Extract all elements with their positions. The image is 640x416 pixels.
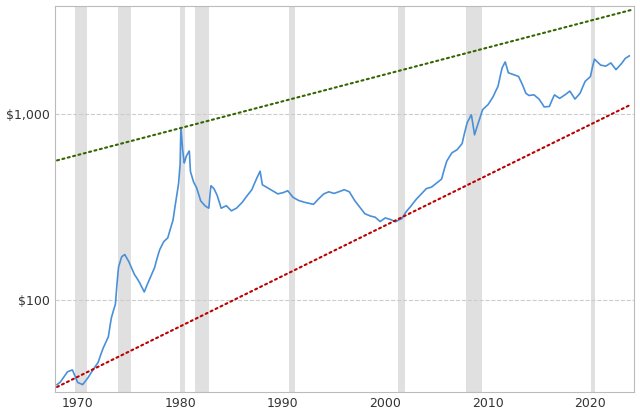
Bar bbox=[591, 5, 595, 392]
Bar bbox=[467, 5, 482, 392]
Bar bbox=[289, 5, 295, 392]
Bar bbox=[180, 5, 185, 392]
Bar bbox=[118, 5, 131, 392]
Bar bbox=[75, 5, 87, 392]
Bar bbox=[397, 5, 404, 392]
Bar bbox=[195, 5, 209, 392]
